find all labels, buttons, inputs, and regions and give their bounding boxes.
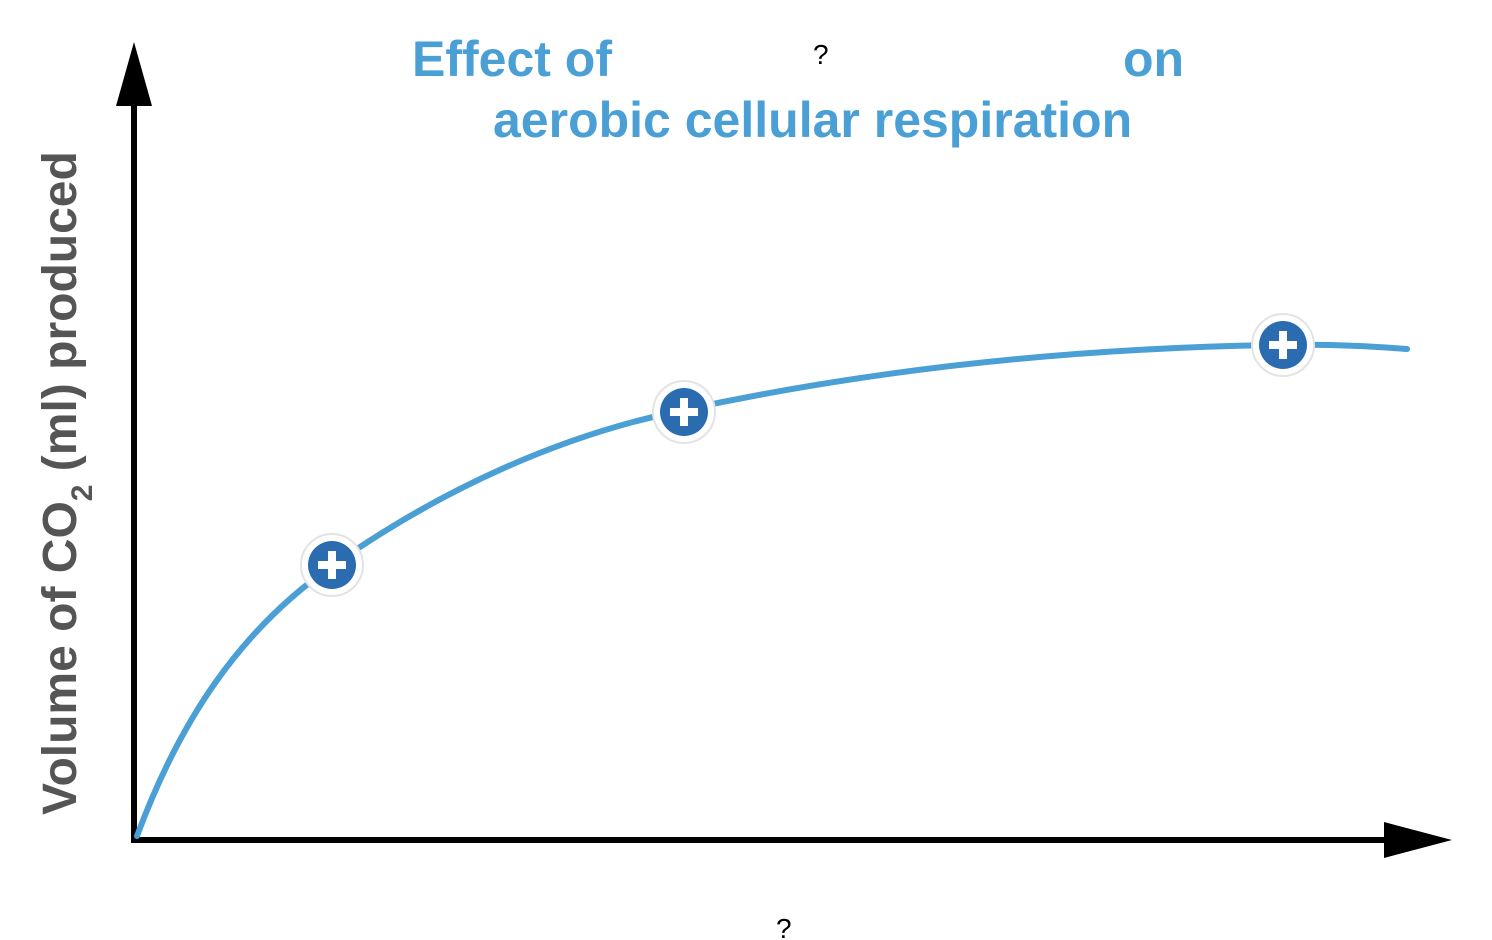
y-axis-label-subscript: 2 (66, 485, 99, 502)
plus-icon-vertical (328, 551, 336, 579)
y-axis-label: Volume of CO2 (ml) produced (34, 151, 99, 815)
title-line2: aerobic cellular respiration (493, 92, 1132, 148)
hotspot-2[interactable] (652, 380, 716, 444)
x-axis-arrowhead (1384, 822, 1452, 858)
hotspot-3[interactable] (1251, 313, 1315, 377)
hotspot-1[interactable] (300, 533, 364, 597)
x-axis-blank[interactable]: ? (776, 913, 792, 940)
plus-icon-vertical (680, 398, 688, 426)
plus-icon-vertical (1279, 331, 1287, 359)
y-axis-arrowhead (116, 42, 152, 106)
title-prefix: Effect of (412, 31, 612, 87)
y-axis-label-part1: Volume of CO (34, 501, 87, 815)
title-blank[interactable]: ? (813, 39, 829, 70)
y-axis-label-part2: (ml) produced (34, 151, 87, 484)
title-suffix: on (1123, 31, 1184, 87)
